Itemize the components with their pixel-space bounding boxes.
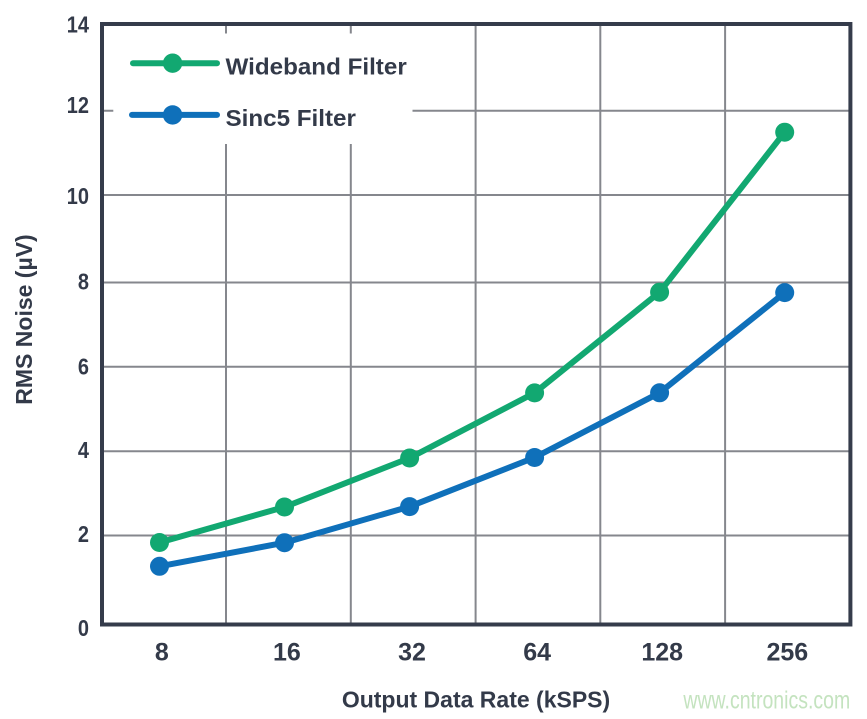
svg-text:0: 0 [78,616,89,642]
svg-text:Sinc5 Filter: Sinc5 Filter [226,105,356,132]
svg-text:Wideband Filter: Wideband Filter [226,54,407,81]
svg-text:128: 128 [641,639,683,667]
svg-text:4: 4 [78,438,89,464]
svg-text:12: 12 [67,93,89,119]
svg-text:10: 10 [67,184,89,210]
svg-text:RMS Noise (µV): RMS Noise (µV) [11,234,37,404]
svg-text:8: 8 [155,639,169,667]
svg-text:Output Data Rate (kSPS): Output Data Rate (kSPS) [342,687,610,713]
svg-text:16: 16 [273,639,301,667]
svg-text:6: 6 [78,354,89,380]
svg-text:2: 2 [78,522,89,548]
svg-text:8: 8 [78,269,89,295]
svg-text:14: 14 [67,12,89,38]
svg-text:256: 256 [766,639,808,667]
svg-text:32: 32 [398,639,426,667]
svg-text:64: 64 [523,639,551,667]
svg-text:www.cntronics.com: www.cntronics.com [683,686,851,714]
